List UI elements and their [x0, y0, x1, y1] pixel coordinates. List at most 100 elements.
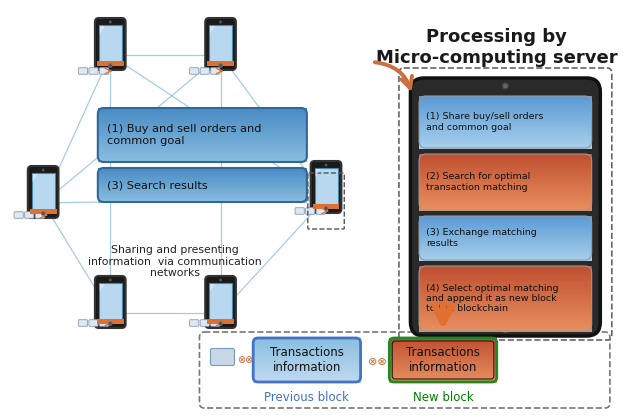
Bar — [98, 120, 307, 122]
FancyBboxPatch shape — [25, 212, 34, 218]
Bar — [419, 247, 592, 248]
Bar — [419, 136, 592, 138]
Bar — [419, 120, 592, 121]
Bar — [419, 145, 592, 147]
Bar — [419, 142, 592, 143]
Bar — [389, 349, 497, 351]
Polygon shape — [210, 284, 215, 292]
Circle shape — [219, 20, 222, 23]
Bar — [419, 216, 592, 218]
Bar — [419, 143, 592, 145]
Bar — [419, 130, 592, 132]
Bar — [419, 110, 592, 112]
Bar — [419, 269, 592, 271]
Bar — [419, 125, 592, 126]
Bar — [98, 133, 307, 134]
Bar — [419, 323, 592, 325]
Bar — [97, 319, 124, 324]
Text: Transactions
information: Transactions information — [406, 346, 480, 374]
Bar — [419, 102, 592, 104]
Bar — [419, 229, 592, 231]
Bar — [419, 324, 592, 326]
Bar — [419, 147, 592, 148]
Bar — [389, 361, 497, 363]
Bar — [389, 357, 497, 358]
Bar — [98, 159, 307, 161]
Bar — [98, 110, 307, 111]
Bar — [99, 25, 122, 62]
Bar — [419, 105, 592, 107]
Bar — [253, 349, 360, 351]
Bar — [389, 368, 497, 369]
Bar — [98, 136, 307, 138]
Bar — [389, 353, 497, 355]
Bar — [419, 165, 592, 167]
Bar — [98, 189, 307, 190]
Bar — [419, 107, 592, 108]
Bar — [419, 241, 592, 243]
Bar — [98, 200, 307, 201]
FancyBboxPatch shape — [89, 68, 98, 74]
Bar — [419, 232, 592, 234]
Bar — [419, 282, 592, 284]
Bar — [419, 224, 592, 225]
Bar — [253, 380, 360, 381]
Bar — [419, 108, 592, 110]
Bar — [253, 346, 360, 347]
Bar — [419, 291, 592, 293]
Bar — [419, 164, 592, 166]
Bar — [389, 370, 497, 372]
Bar — [419, 255, 592, 257]
Bar — [419, 100, 592, 102]
Bar — [98, 155, 307, 157]
Bar — [419, 293, 592, 296]
Bar — [419, 328, 592, 330]
Bar — [98, 142, 307, 144]
Bar — [98, 189, 307, 191]
FancyBboxPatch shape — [189, 320, 199, 326]
Bar — [419, 178, 592, 180]
Bar — [98, 176, 307, 177]
Bar — [389, 350, 497, 352]
Bar — [98, 116, 307, 118]
Bar — [419, 279, 592, 281]
Bar — [419, 307, 592, 309]
Bar — [419, 104, 592, 106]
Bar — [253, 348, 360, 349]
Bar — [419, 236, 592, 237]
Polygon shape — [100, 284, 104, 292]
Bar — [419, 266, 592, 268]
FancyBboxPatch shape — [316, 208, 325, 214]
Bar — [253, 360, 360, 362]
Bar — [419, 99, 592, 100]
Bar — [419, 185, 592, 187]
FancyBboxPatch shape — [410, 78, 600, 336]
Bar — [98, 181, 307, 182]
Circle shape — [501, 324, 509, 332]
Bar — [98, 147, 307, 149]
Circle shape — [109, 20, 112, 23]
Bar — [389, 377, 497, 378]
Bar — [419, 313, 592, 315]
Bar — [419, 276, 592, 278]
Bar — [389, 348, 497, 349]
Bar — [389, 369, 497, 370]
FancyBboxPatch shape — [310, 161, 341, 213]
Bar — [98, 112, 307, 114]
Bar — [98, 177, 307, 179]
Bar — [253, 365, 360, 367]
FancyBboxPatch shape — [95, 276, 125, 328]
Bar — [389, 372, 497, 374]
Bar — [98, 188, 307, 189]
Bar — [419, 232, 592, 233]
Circle shape — [109, 278, 112, 281]
Bar — [98, 113, 307, 115]
Bar — [98, 186, 307, 187]
Bar — [419, 298, 592, 301]
Bar — [98, 173, 307, 174]
Bar — [419, 240, 592, 242]
Bar — [253, 352, 360, 354]
Bar — [419, 158, 592, 160]
Bar — [419, 303, 592, 306]
Bar — [98, 176, 307, 178]
